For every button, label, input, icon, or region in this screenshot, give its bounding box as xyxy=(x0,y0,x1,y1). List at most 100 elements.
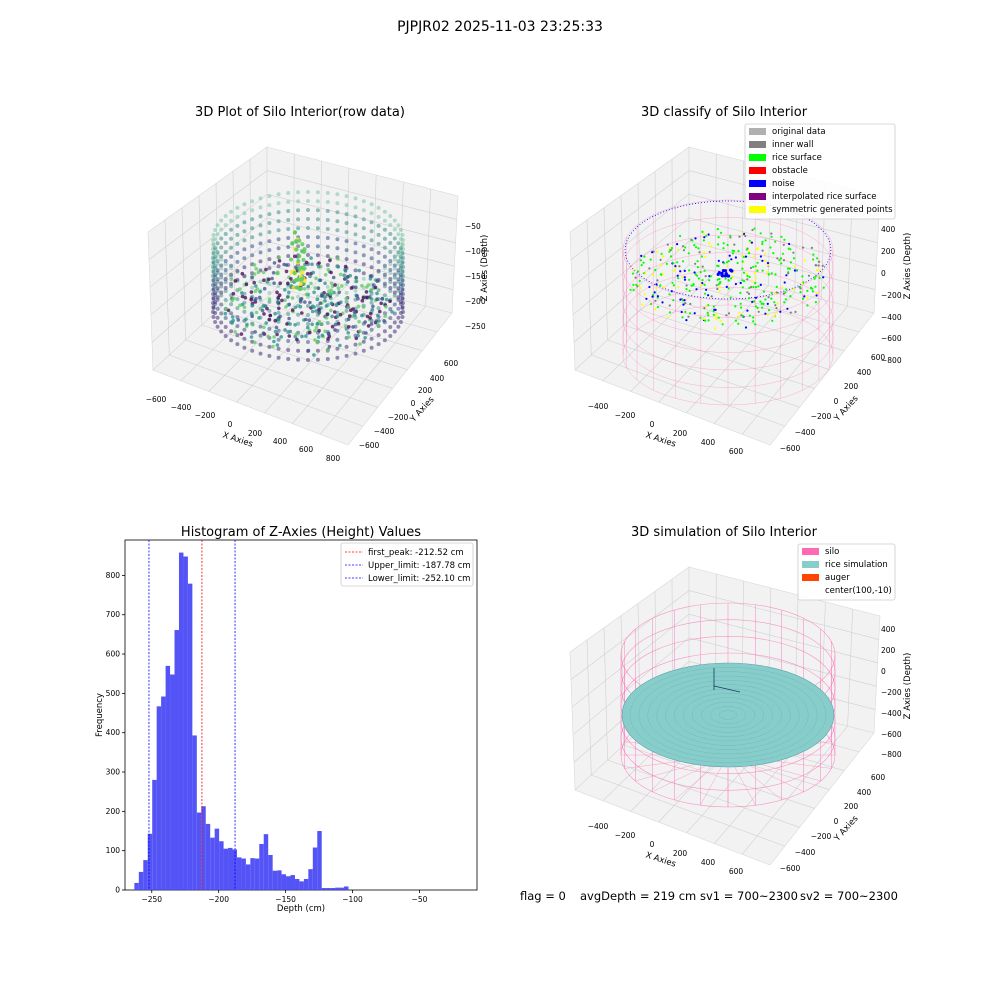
sim-y-tick: −600 xyxy=(780,864,801,873)
noise-point xyxy=(720,274,725,278)
raw-data-point xyxy=(369,291,374,296)
simulation-legend[interactable]: silo rice simulation auger center(100,-1… xyxy=(797,543,896,601)
histogram-bar xyxy=(330,888,336,890)
legend-swatch-noise xyxy=(749,180,766,187)
raw-data-point xyxy=(376,214,381,219)
classified-point xyxy=(659,263,662,266)
raw-data-point xyxy=(376,205,381,210)
sv2-text: sv2 = 700~2300 xyxy=(800,889,898,903)
raw-data-point xyxy=(299,297,303,302)
classified-point xyxy=(737,315,740,318)
raw-data-point xyxy=(314,325,319,330)
classified-point xyxy=(672,284,676,287)
histogram-bar xyxy=(134,882,139,890)
raw-data-point xyxy=(364,290,369,294)
sim-z-tick: 0 xyxy=(881,667,886,676)
raw-x-tick: 200 xyxy=(248,429,263,438)
classify-y-tick: 400 xyxy=(857,368,872,377)
raw-data-point xyxy=(268,313,273,318)
classified-point xyxy=(766,262,770,265)
raw-data-point xyxy=(309,256,313,260)
raw-data-point xyxy=(261,303,266,308)
legend-label-symmetric: symmetric generated points xyxy=(772,205,893,215)
histogram-legend[interactable]: first_peak: -212.52 cm Upper_limit: -187… xyxy=(340,542,474,587)
classified-point xyxy=(714,327,717,330)
classified-point xyxy=(695,246,698,249)
raw-data-point xyxy=(335,346,340,351)
raw-data-3d-plot[interactable]: 3D Plot of Silo Interior(row data) −600 … xyxy=(146,105,490,463)
raw-data-point xyxy=(303,300,307,304)
classified-point xyxy=(811,290,815,293)
raw-y-tick: −400 xyxy=(374,427,395,436)
raw-data-point xyxy=(284,305,288,309)
grid-line xyxy=(688,637,877,687)
raw-data-point xyxy=(361,295,366,300)
classified-point xyxy=(793,269,797,272)
classify-z-tick: 400 xyxy=(881,225,896,234)
raw-data-point xyxy=(400,296,405,300)
raw-data-point xyxy=(388,325,393,329)
raw-data-point xyxy=(235,268,240,273)
raw-data-point xyxy=(361,348,366,353)
raw-data-point xyxy=(296,321,301,326)
raw-data-point xyxy=(219,320,224,325)
histogram-bar xyxy=(259,843,264,890)
raw-data-point xyxy=(375,279,380,283)
raw-data-point xyxy=(335,314,340,319)
raw-data-point xyxy=(256,270,261,275)
raw-data-point xyxy=(315,244,320,249)
raw-data-point xyxy=(224,306,228,311)
histogram-bar xyxy=(165,665,171,890)
raw-data-point xyxy=(376,288,381,293)
classified-point xyxy=(815,294,818,297)
raw-data-point xyxy=(286,245,291,249)
classified-point xyxy=(682,249,686,252)
grid-line xyxy=(623,744,815,809)
classified-point xyxy=(694,237,697,240)
classified-point xyxy=(702,317,706,321)
raw-data-point xyxy=(275,332,279,337)
raw-data-point xyxy=(287,290,291,295)
raw-data-point xyxy=(267,221,272,226)
raw-data-point xyxy=(240,271,245,276)
classify-z-tick: 0 xyxy=(881,269,886,278)
classified-point xyxy=(707,314,710,317)
classified-point xyxy=(701,279,704,282)
raw-data-point xyxy=(388,268,393,272)
raw-data-point xyxy=(400,260,405,264)
classify-3d-plot[interactable]: 3D classify of Silo Interior −400 −200 0… xyxy=(569,105,913,456)
raw-data-point xyxy=(310,262,314,267)
legend-label-rice-simulation: rice simulation xyxy=(825,560,888,570)
classified-point xyxy=(784,291,787,294)
histogram-bar xyxy=(196,812,202,890)
classified-point xyxy=(659,273,663,276)
raw-data-point xyxy=(277,255,281,260)
classified-point xyxy=(814,285,817,288)
surface-mesh-ring xyxy=(638,671,818,759)
depth-histogram[interactable]: Histogram of Z-Axies (Height) Values −25… xyxy=(95,525,478,914)
surface-mesh-ring xyxy=(718,710,738,720)
classified-point xyxy=(775,307,778,310)
raw-data-point xyxy=(257,295,262,300)
raw-data-point xyxy=(396,315,401,320)
raw-data-point xyxy=(369,238,374,243)
raw-data-point xyxy=(335,237,340,242)
classify-legend[interactable]: original data inner wall rice surface ob… xyxy=(744,123,896,220)
raw-data-point xyxy=(376,241,381,246)
surface-mesh-ring xyxy=(656,680,800,750)
raw-data-point xyxy=(329,288,334,293)
floor-pane xyxy=(574,264,875,446)
raw-data-point xyxy=(326,331,331,336)
simulation-3d-plot[interactable]: 3D simulation of Silo Interior −400 −200… xyxy=(569,525,913,876)
raw-data-point xyxy=(219,284,224,289)
raw-data-point xyxy=(304,317,308,322)
classified-point xyxy=(814,275,817,278)
classified-point xyxy=(662,255,665,258)
classified-point xyxy=(767,296,770,299)
raw-data-point xyxy=(361,262,366,267)
classify-y-tick: −200 xyxy=(811,412,832,421)
classified-point xyxy=(754,323,757,326)
simulation-plot-y-ticks: 600 400 200 0 −200 −400 −600 xyxy=(780,773,886,873)
raw-data-point xyxy=(369,345,374,350)
flag-text: flag = 0 xyxy=(520,889,566,903)
